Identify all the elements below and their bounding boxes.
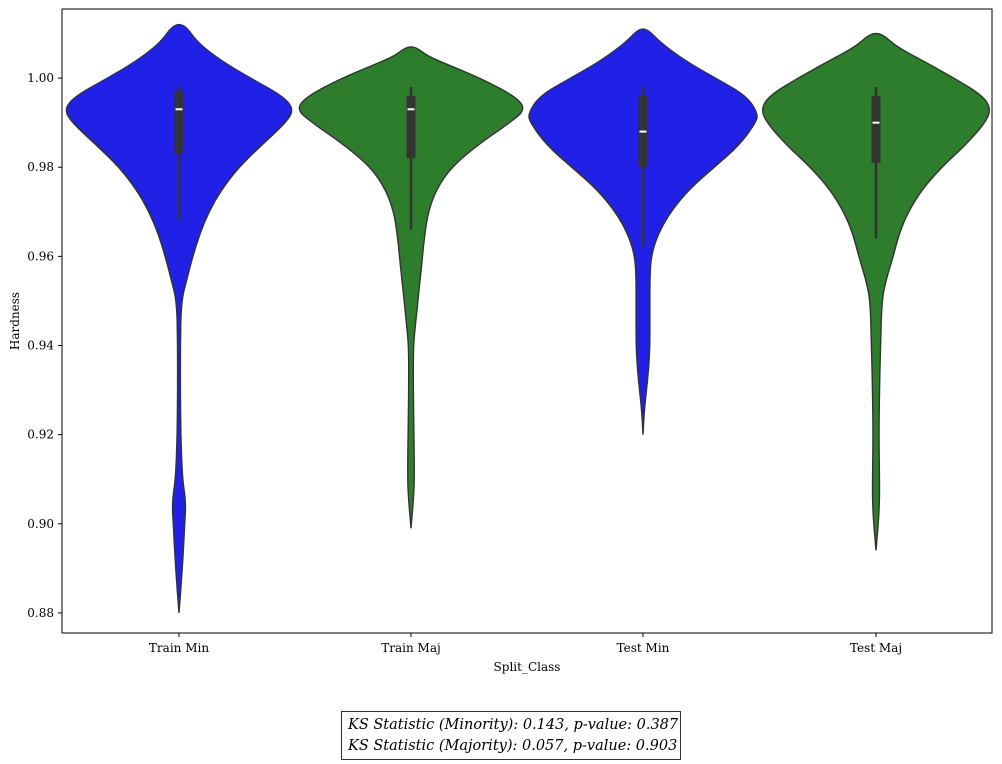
x-axis-title: Split_Class: [494, 660, 561, 674]
violin-test-maj: [761, 32, 991, 551]
x-tick-label: Train Maj: [381, 641, 440, 655]
violin-train-min: [65, 23, 293, 613]
boxplots-layer: [174, 87, 881, 248]
violin-train-maj: [298, 46, 524, 529]
ks-statistic-annotation: KS Statistic (Minority): 0.143, p-value:…: [341, 711, 681, 760]
iqr-box-train-min: [174, 91, 184, 154]
x-tick-label: Train Min: [149, 641, 209, 655]
y-tick-label: 0.90: [27, 517, 54, 531]
iqr-box-test-maj: [871, 95, 881, 163]
y-tick-label: 1.00: [27, 71, 54, 85]
y-tick-label: 0.92: [27, 428, 54, 442]
y-axis-title: Hardness: [8, 292, 22, 350]
ks-majority-line: KS Statistic (Majority): 0.057, p-value:…: [348, 738, 678, 754]
ks-minority-line: KS Statistic (Minority): 0.143, p-value:…: [348, 717, 679, 733]
y-tick-label: 0.98: [27, 160, 54, 174]
x-tick-label: Test Maj: [850, 641, 902, 655]
x-tick-label: Test Min: [617, 641, 670, 655]
plot-frame: [61, 8, 993, 634]
iqr-box-train-maj: [406, 95, 416, 159]
y-axis: 0.88 0.90 0.92 0.94 0.96 0.98 1.00: [27, 71, 62, 620]
y-tick-label: 0.94: [27, 339, 54, 353]
y-tick-label: 0.96: [27, 249, 54, 263]
y-tick-label: 0.88: [27, 606, 54, 620]
x-axis: Train Min Train Maj Test Min Test Maj: [149, 633, 902, 655]
violins-layer: [65, 23, 991, 613]
